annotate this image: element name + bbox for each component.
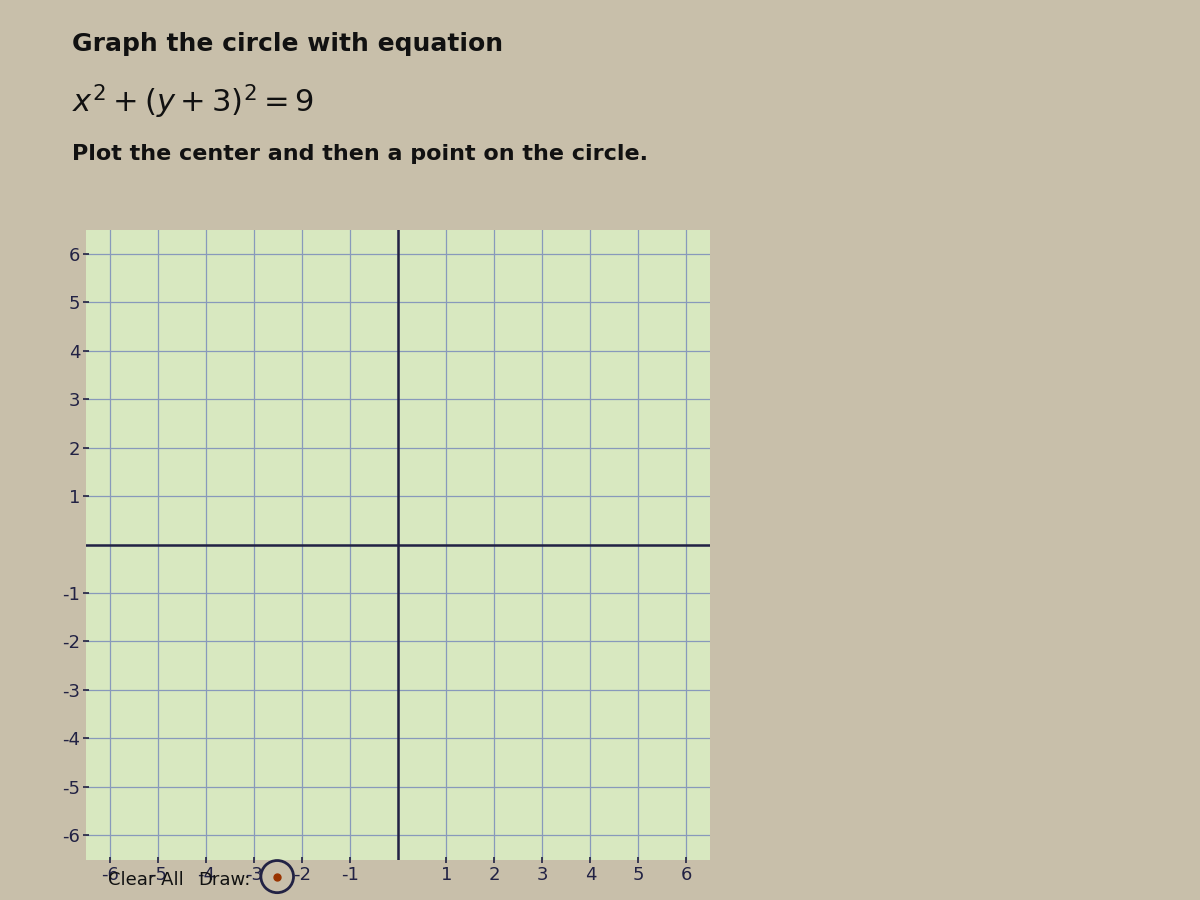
Text: Clear All: Clear All [108,871,184,889]
Text: $x^2 + (y + 3)^2 = 9$: $x^2 + (y + 3)^2 = 9$ [72,83,314,122]
Text: Draw:: Draw: [198,871,251,889]
Text: Plot the center and then a point on the circle.: Plot the center and then a point on the … [72,144,648,164]
Text: Graph the circle with equation: Graph the circle with equation [72,32,503,56]
